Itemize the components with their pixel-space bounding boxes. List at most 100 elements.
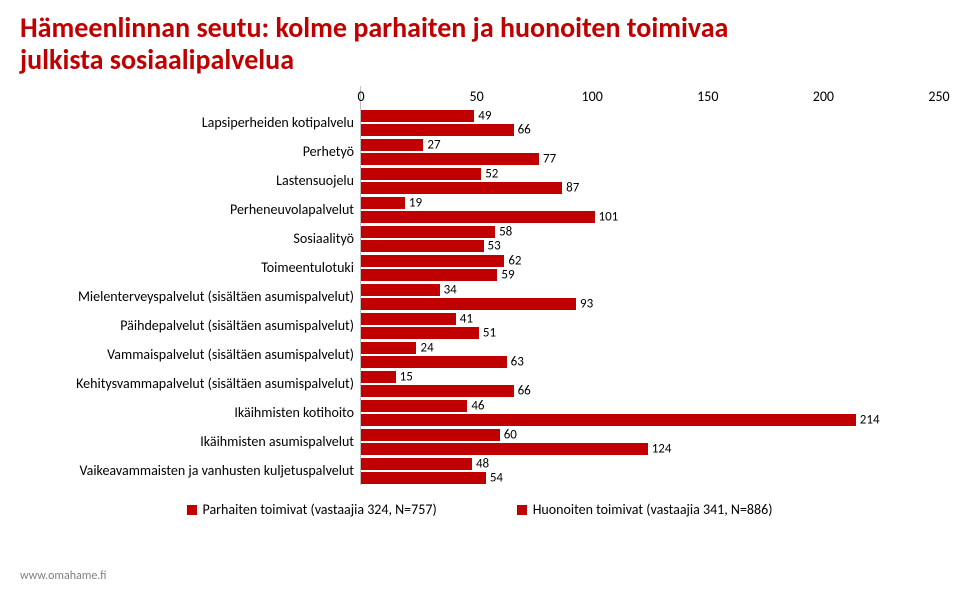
bar-value-label: 27 <box>427 137 440 152</box>
bar-series-worst: 101 <box>361 211 595 223</box>
chart-row: 1566 <box>361 369 939 398</box>
xaxis-label-spacer <box>20 86 354 108</box>
chart-category-label: Kehitysvammapalvelut (sisältäen asumispa… <box>20 369 354 398</box>
bar-value-label: 51 <box>483 325 496 340</box>
chart-row: 6259 <box>361 253 939 282</box>
page-title: Hämeenlinnan seutu: kolme parhaiten ja h… <box>20 12 939 76</box>
chart-row: 2777 <box>361 137 939 166</box>
bar-series-worst: 54 <box>361 472 486 484</box>
legend-label-best: Parhaiten toimivat (vastaajia 324, N=757… <box>203 501 437 518</box>
legend-item-best: Parhaiten toimivat (vastaajia 324, N=757… <box>187 501 437 518</box>
bar-series-worst: 66 <box>361 385 514 397</box>
chart-row: 4854 <box>361 456 939 485</box>
bar-series-worst: 93 <box>361 298 576 310</box>
bar-value-label: 60 <box>504 427 517 442</box>
bar-value-label: 59 <box>501 267 514 282</box>
bar-value-label: 214 <box>860 412 880 427</box>
bar-value-label: 62 <box>508 253 521 268</box>
chart-labels-col: Lapsiperheiden kotipalveluPerhetyöLasten… <box>20 86 360 485</box>
legend-item-worst: Huonoiten toimivat (vastaajia 341, N=886… <box>517 501 773 518</box>
bar-value-label: 87 <box>566 180 579 195</box>
bar-value-label: 63 <box>511 354 524 369</box>
bar-value-label: 15 <box>400 369 413 384</box>
xaxis-tick: 100 <box>582 88 603 105</box>
bar-series-worst: 51 <box>361 327 479 339</box>
legend-swatch-icon <box>517 505 527 515</box>
legend-label-worst: Huonoiten toimivat (vastaajia 341, N=886… <box>533 501 773 518</box>
bar-series-best: 15 <box>361 371 396 383</box>
bar-value-label: 101 <box>599 209 619 224</box>
bar-value-label: 48 <box>476 456 489 471</box>
chart-category-label: Perheneuvolapalvelut <box>20 195 354 224</box>
bar-series-worst: 66 <box>361 124 514 136</box>
bar-value-label: 93 <box>580 296 593 311</box>
bar-series-best: 48 <box>361 458 472 470</box>
bar-series-worst: 214 <box>361 414 856 426</box>
bar-value-label: 46 <box>471 398 484 413</box>
bar-series-best: 19 <box>361 197 405 209</box>
bar-value-label: 24 <box>420 340 433 355</box>
chart-category-label: Vaikeavammaisten ja vanhusten kuljetuspa… <box>20 456 354 485</box>
xaxis-tick: 150 <box>697 88 718 105</box>
chart-row: 60124 <box>361 427 939 456</box>
chart-row: 46214 <box>361 398 939 427</box>
chart-area: Lapsiperheiden kotipalveluPerhetyöLasten… <box>20 86 939 485</box>
bar-value-label: 58 <box>499 224 512 239</box>
chart-category-label: Perhetyö <box>20 137 354 166</box>
xaxis-tick: 250 <box>928 88 949 105</box>
bar-value-label: 66 <box>518 383 531 398</box>
bar-series-best: 49 <box>361 110 474 122</box>
xaxis-tick: 0 <box>357 88 364 105</box>
chart-row: 4966 <box>361 108 939 137</box>
bar-series-best: 62 <box>361 255 504 267</box>
chart-category-label: Toimeentulotuki <box>20 253 354 282</box>
chart-category-label: Sosiaalityö <box>20 224 354 253</box>
title-line-1: Hämeenlinnan seutu: kolme parhaiten ja h… <box>20 10 728 45</box>
chart-plot-col: 050100150200250 496627775287191015853625… <box>360 86 939 485</box>
bar-value-label: 19 <box>409 195 422 210</box>
bar-series-best: 58 <box>361 226 495 238</box>
chart-category-label: Lapsiperheiden kotipalvelu <box>20 108 354 137</box>
bar-series-worst: 63 <box>361 356 507 368</box>
chart-row: 5287 <box>361 166 939 195</box>
bar-series-worst: 59 <box>361 269 497 281</box>
bar-series-worst: 87 <box>361 182 562 194</box>
bar-value-label: 41 <box>460 311 473 326</box>
bar-series-best: 27 <box>361 139 423 151</box>
bar-value-label: 52 <box>485 166 498 181</box>
chart-row: 19101 <box>361 195 939 224</box>
chart-legend: Parhaiten toimivat (vastaajia 324, N=757… <box>20 501 939 518</box>
bar-value-label: 66 <box>518 122 531 137</box>
chart-row: 2463 <box>361 340 939 369</box>
chart-row: 4151 <box>361 311 939 340</box>
title-line-2: julkista sosiaalipalvelua <box>20 42 294 77</box>
xaxis-tick: 50 <box>469 88 483 105</box>
bar-value-label: 49 <box>478 108 491 123</box>
bar-series-best: 46 <box>361 400 467 412</box>
chart-category-label: Päihdepalvelut (sisältäen asumispalvelut… <box>20 311 354 340</box>
bar-series-best: 34 <box>361 284 440 296</box>
bar-value-label: 77 <box>543 151 556 166</box>
bar-series-worst: 77 <box>361 153 539 165</box>
bar-series-worst: 124 <box>361 443 648 455</box>
chart-xaxis: 050100150200250 <box>361 86 939 108</box>
bar-series-best: 52 <box>361 168 481 180</box>
bar-value-label: 53 <box>488 238 501 253</box>
legend-swatch-icon <box>187 505 197 515</box>
chart-category-label: Vammaispalvelut (sisältäen asumispalvelu… <box>20 340 354 369</box>
chart-row: 3493 <box>361 282 939 311</box>
chart-row: 5853 <box>361 224 939 253</box>
bar-value-label: 124 <box>652 441 672 456</box>
chart-category-label: Ikäihmisten kotihoito <box>20 398 354 427</box>
bar-series-best: 60 <box>361 429 500 441</box>
page: Hämeenlinnan seutu: kolme parhaiten ja h… <box>0 0 959 591</box>
bar-series-best: 41 <box>361 313 456 325</box>
bar-value-label: 54 <box>490 470 503 485</box>
bar-value-label: 34 <box>444 282 457 297</box>
chart-category-label: Lastensuojelu <box>20 166 354 195</box>
xaxis-tick: 200 <box>813 88 834 105</box>
footer-url: www.omahame.fi <box>20 569 107 583</box>
bar-series-best: 24 <box>361 342 416 354</box>
chart-category-label: Ikäihmisten asumispalvelut <box>20 427 354 456</box>
chart-category-label: Mielenterveyspalvelut (sisältäen asumisp… <box>20 282 354 311</box>
